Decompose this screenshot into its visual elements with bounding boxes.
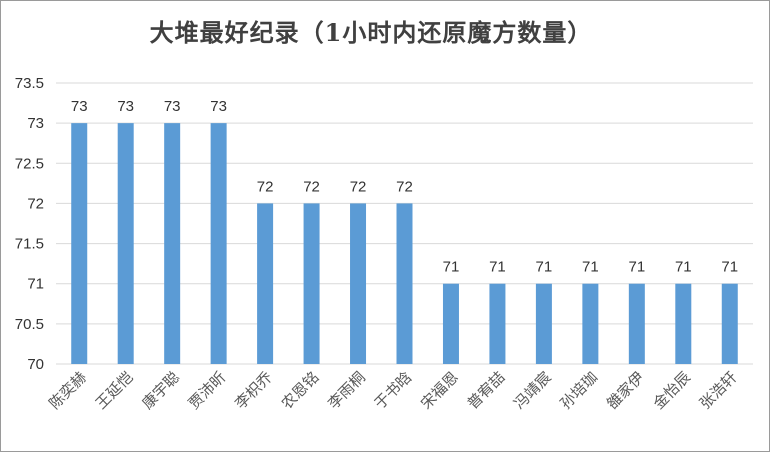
y-tick-label: 70 <box>27 356 44 373</box>
chart-title: 大堆最好纪录（1小时内还原魔方数量） <box>149 18 593 47</box>
data-label: 71 <box>675 259 692 276</box>
bar <box>303 203 320 364</box>
x-tick-label: 雒家伊 <box>603 368 648 413</box>
y-tick-label: 73 <box>27 115 44 132</box>
y-tick-label: 70.5 <box>15 316 44 333</box>
x-tick-label: 贾沛昕 <box>185 368 230 413</box>
data-label: 71 <box>536 259 553 276</box>
bar <box>489 283 506 364</box>
data-label: 71 <box>628 259 645 276</box>
x-tick-label: 普宥喆 <box>464 368 509 413</box>
bar <box>164 123 181 365</box>
bar <box>582 283 599 364</box>
x-tick-label: 于书晗 <box>371 368 416 413</box>
bar <box>257 203 274 364</box>
x-tick-label: 张浩轩 <box>696 368 741 413</box>
x-tick-label: 李雨桐 <box>324 368 369 413</box>
y-tick-label: 71.5 <box>15 236 44 253</box>
data-label: 71 <box>582 259 599 276</box>
y-tick-label: 73.5 <box>15 75 44 92</box>
data-label: 71 <box>489 259 506 276</box>
data-label: 73 <box>117 98 134 115</box>
x-tick-label: 李枳乔 <box>231 368 276 413</box>
y-axis: 70 70.5 71 71.5 72 72.5 73 73.5 <box>15 75 44 373</box>
x-tick-label: 宋福恩 <box>417 368 462 413</box>
x-axis: 陈奕赫 王延恺 康宇聪 贾沛昕 李枳乔 农恩铭 李雨桐 于书晗 宋福恩 普宥喆 冯靖宸 孙培珈 雒家伊金… <box>46 368 741 413</box>
bar <box>210 123 227 365</box>
data-label: 73 <box>164 98 181 115</box>
x-tick-label: 金怡辰 <box>650 368 695 413</box>
bar <box>721 283 738 364</box>
bar <box>71 123 88 365</box>
x-tick-label: 陈奕赫 <box>46 368 91 413</box>
y-tick-label: 72.5 <box>15 155 44 172</box>
x-tick-label: 康宇聪 <box>138 368 183 413</box>
x-tick-label: 农恩铭 <box>278 368 323 413</box>
data-labels: 73 73 73 73 72 72 72 72 71 71 71 71 71 71 71 <box>71 98 738 276</box>
bar <box>675 283 692 364</box>
bar <box>442 283 459 364</box>
data-label: 71 <box>443 259 460 276</box>
data-label: 73 <box>210 98 227 115</box>
bar <box>396 203 413 364</box>
bar <box>350 203 367 364</box>
x-tick-label: 孙培珈 <box>557 368 602 413</box>
data-label: 71 <box>721 259 738 276</box>
data-label: 72 <box>303 178 320 195</box>
data-label: 73 <box>71 98 88 115</box>
x-tick-label: 冯靖宸 <box>510 368 555 413</box>
bar <box>628 283 645 364</box>
y-tick-label: 71 <box>27 276 44 293</box>
data-label: 72 <box>257 178 274 195</box>
bar <box>117 123 134 365</box>
bar <box>535 283 552 364</box>
data-label: 72 <box>350 178 367 195</box>
y-tick-label: 72 <box>27 195 44 212</box>
data-label: 72 <box>396 178 413 195</box>
x-tick-label: 王延恺 <box>92 368 137 413</box>
bars <box>71 123 738 365</box>
